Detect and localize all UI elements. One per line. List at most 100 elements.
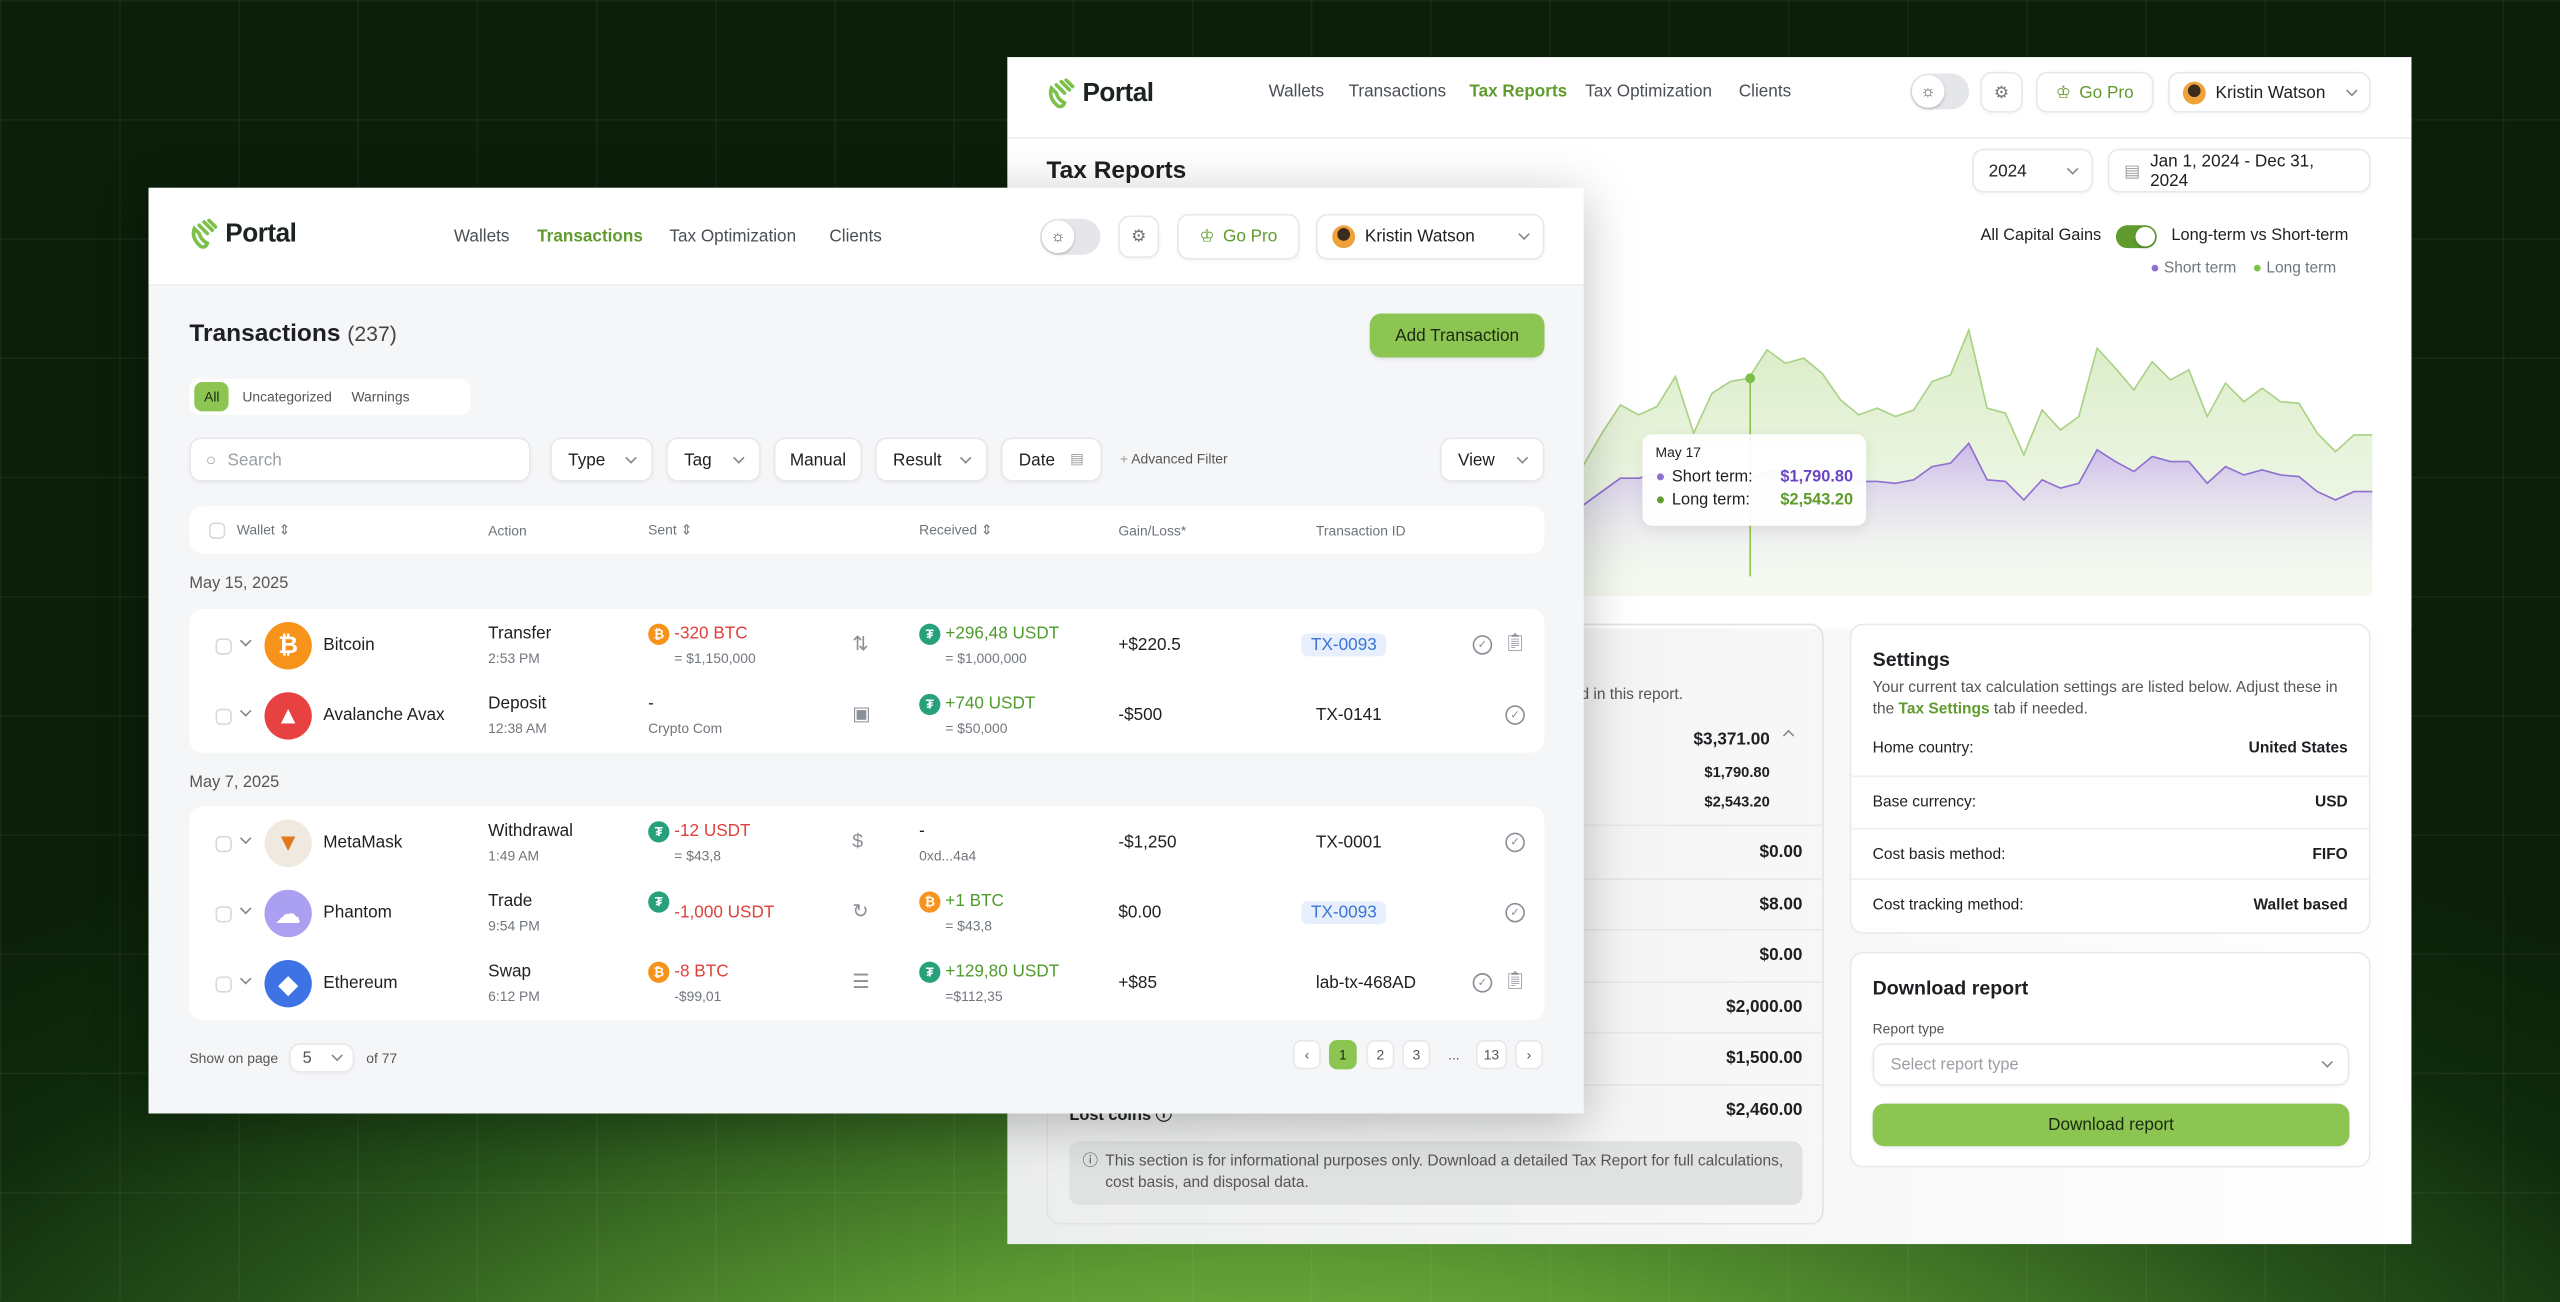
- clipboard-icon[interactable]: 📋︎: [1503, 971, 1527, 992]
- table-row[interactable]: ₿ Bitcoin Transfer 2:53 PM ₿ -320 BTC = …: [189, 611, 1544, 681]
- table-row[interactable]: ▼ MetaMask Withdrawal 1:49 AM ₮ -12 USDT…: [189, 808, 1544, 878]
- transaction-id[interactable]: TX-0093: [1301, 901, 1387, 925]
- row-checkbox[interactable]: [215, 976, 232, 993]
- gear-icon: ⚙: [1131, 226, 1147, 247]
- row-checkbox[interactable]: [215, 708, 232, 725]
- expand-chevron-icon[interactable]: [239, 973, 252, 985]
- transaction-id[interactable]: TX-0093: [1301, 633, 1387, 657]
- page-2[interactable]: 2: [1366, 1039, 1395, 1070]
- show-on-page-label: Show on page: [189, 1049, 279, 1067]
- settings-description: Your current tax calculation settings ar…: [1872, 679, 2338, 718]
- next-page-button[interactable]: ›: [1515, 1039, 1543, 1070]
- add-transaction-button[interactable]: Add Transaction: [1369, 313, 1545, 358]
- user-menu[interactable]: Kristin Watson: [2168, 71, 2371, 113]
- go-pro-button[interactable]: ♔ Go Pro: [2035, 71, 2154, 113]
- action-type: Swap: [488, 961, 532, 982]
- theme-toggle[interactable]: ☼: [1910, 73, 1969, 110]
- theme-toggle[interactable]: ☼: [1039, 218, 1101, 255]
- gear-icon: ⚙: [1993, 82, 2010, 103]
- prev-page-button[interactable]: ‹: [1293, 1039, 1321, 1070]
- user-menu[interactable]: Kristin Watson: [1315, 213, 1545, 260]
- sent-amount: -: [648, 693, 654, 714]
- page-title: Transactions (237): [189, 319, 397, 348]
- sent-value: = $43,8: [674, 847, 721, 864]
- year-value: 2024: [1988, 160, 2027, 181]
- nav-wallets[interactable]: Wallets: [1268, 81, 1325, 102]
- date-range-picker[interactable]: ▤ Jan 1, 2024 - Dec 31, 2024: [2107, 148, 2371, 193]
- table-row[interactable]: ▲ Avalanche Avax Deposit 12:38 AM - Cryp…: [189, 681, 1544, 751]
- column-received[interactable]: Received ⇕: [919, 521, 993, 538]
- nav-clients[interactable]: Clients: [1738, 81, 1792, 102]
- page-3[interactable]: 3: [1402, 1039, 1431, 1070]
- usdt-coin-icon: ₮: [919, 623, 941, 645]
- reviewed-check-icon[interactable]: ✓: [1472, 973, 1493, 993]
- portal-logo[interactable]: Portal: [189, 218, 297, 252]
- summary-value: $1,500.00: [1726, 1048, 1803, 1068]
- type-filter[interactable]: Type: [550, 437, 654, 482]
- row-checkbox[interactable]: [215, 906, 232, 923]
- hover-point[interactable]: [1745, 373, 1756, 384]
- total-pages-label: of 77: [366, 1049, 398, 1067]
- advanced-filter-button[interactable]: + Advanced Filter: [1119, 450, 1228, 467]
- column-wallet[interactable]: Wallet ⇕: [236, 521, 291, 538]
- nav-transactions[interactable]: Transactions: [1348, 81, 1447, 102]
- reviewed-check-icon[interactable]: ✓: [1472, 635, 1493, 655]
- view-select[interactable]: View: [1439, 437, 1545, 482]
- row-checkbox[interactable]: [215, 835, 232, 853]
- chevron-down-icon: [733, 451, 745, 463]
- tax-settings-link[interactable]: Tax Settings: [1898, 699, 1990, 718]
- sent-value: -$99,01: [674, 987, 722, 1005]
- go-pro-button[interactable]: ♔ Go Pro: [1177, 213, 1300, 260]
- nav-wallets[interactable]: Wallets: [453, 226, 510, 247]
- result-filter[interactable]: Result: [875, 437, 988, 482]
- reviewed-check-icon[interactable]: ✓: [1505, 705, 1525, 725]
- nav-clients[interactable]: Clients: [829, 226, 882, 247]
- go-pro-label: Go Pro: [2079, 82, 2134, 103]
- page-13[interactable]: 13: [1475, 1039, 1507, 1070]
- reviewed-check-icon[interactable]: ✓: [1505, 832, 1525, 853]
- action-type: Deposit: [488, 693, 547, 714]
- setting-row: Cost tracking method: Wallet based: [1851, 878, 2369, 934]
- wallet-name: MetaMask: [323, 832, 403, 853]
- tab-warnings[interactable]: Warnings: [351, 388, 410, 405]
- nav-tax-optimization[interactable]: Tax Optimization: [1585, 81, 1713, 102]
- select-all-checkbox[interactable]: [208, 522, 226, 539]
- clipboard-icon[interactable]: 📋︎: [1503, 633, 1527, 654]
- manual-filter[interactable]: Manual: [773, 437, 863, 482]
- transaction-id: lab-tx-468AD: [1315, 973, 1416, 993]
- search-input[interactable]: ○ Search: [189, 437, 531, 482]
- table-row[interactable]: ☁ Phantom Trade 9:54 PM ₮ -1,000 USDT ↻ …: [189, 878, 1544, 948]
- chevron-up-icon[interactable]: [1782, 729, 1795, 742]
- settings-button[interactable]: ⚙: [1980, 71, 2023, 113]
- nav-transactions[interactable]: Transactions: [537, 226, 643, 247]
- settings-button[interactable]: ⚙: [1118, 215, 1160, 258]
- expand-chevron-icon[interactable]: [239, 635, 252, 647]
- settings-card: Settings Your current tax calculation se…: [1849, 623, 2371, 934]
- column-sent[interactable]: Sent ⇕: [648, 521, 693, 538]
- tab-all[interactable]: All: [194, 382, 230, 412]
- page-title: Tax Reports: [1046, 156, 1187, 185]
- date-filter[interactable]: Date ▤: [1000, 437, 1103, 482]
- expand-chevron-icon[interactable]: [239, 832, 252, 845]
- portal-logo[interactable]: Portal: [1047, 78, 1154, 111]
- gains-mode-toggle[interactable]: [2115, 225, 2157, 249]
- transfer-icon: ⇅: [852, 631, 869, 655]
- row-checkbox[interactable]: [215, 638, 232, 655]
- tag-filter[interactable]: Tag: [666, 437, 761, 482]
- page-1[interactable]: 1: [1328, 1039, 1357, 1070]
- nav-tax-reports[interactable]: Tax Reports: [1469, 81, 1568, 102]
- page-size-select[interactable]: 5: [289, 1043, 355, 1073]
- nav-tax-optimization[interactable]: Tax Optimization: [669, 226, 797, 247]
- expand-chevron-icon[interactable]: [239, 705, 252, 717]
- received-value: = $1,000,000: [945, 649, 1027, 667]
- report-type-select[interactable]: Select report type: [1872, 1043, 2350, 1086]
- expand-chevron-icon[interactable]: [239, 902, 252, 915]
- table-row[interactable]: ◆ Ethereum Swap 6:12 PM ₿ -8 BTC -$99,01…: [189, 949, 1544, 1019]
- lost-coins-value: $2,460.00: [1726, 1100, 1803, 1120]
- reviewed-check-icon[interactable]: ✓: [1505, 902, 1525, 923]
- gain-loss: -$500: [1118, 705, 1163, 725]
- year-select[interactable]: 2024: [1972, 148, 2094, 193]
- calendar-icon: ▤: [2124, 160, 2141, 181]
- tab-uncategorized[interactable]: Uncategorized: [242, 388, 332, 405]
- download-report-button[interactable]: Download report: [1872, 1103, 2350, 1147]
